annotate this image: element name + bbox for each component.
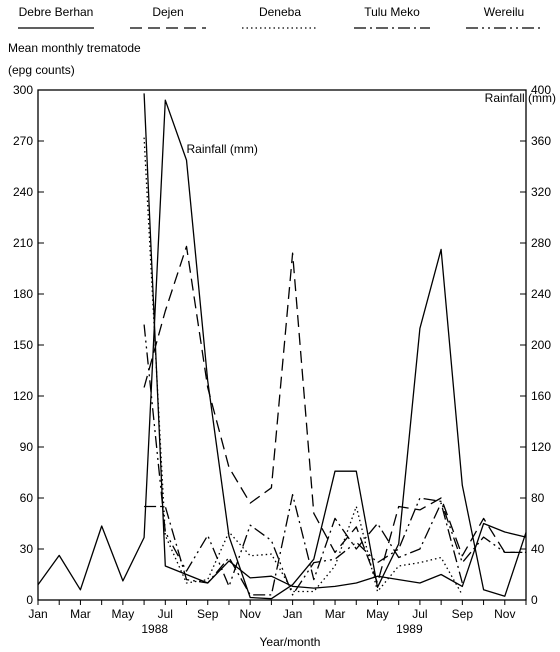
x-tick-label: May: [366, 607, 389, 621]
y-left-tick-label: 240: [13, 185, 33, 199]
x-tick-label: Mar: [325, 607, 346, 621]
legend: Debre Berhan Dejen Deneba Tulu Meko Wereilu: [18, 5, 542, 29]
y-right-tick-label: 240: [531, 287, 551, 301]
y-left-tick-label: 180: [13, 287, 33, 301]
y-right-tick-label: 0: [531, 593, 538, 607]
y-right-tick-label: 80: [531, 491, 545, 505]
year-label: 1989: [396, 622, 423, 636]
y-right-tick-label: 160: [531, 389, 551, 403]
y-right-tick-label: 40: [531, 542, 545, 556]
x-tick-label: Jan: [28, 607, 47, 621]
series-line-deneba: [143, 137, 463, 596]
x-tick-label: Jul: [412, 607, 427, 621]
x-tick-label: Jul: [158, 607, 173, 621]
y-left-tick-label: 90: [20, 440, 34, 454]
legend-label: Tulu Meko: [364, 5, 420, 19]
y-left-tick-label: 210: [13, 236, 33, 250]
y-right-tick-label: 360: [531, 134, 551, 148]
x-tick-label: Sep: [197, 607, 219, 621]
y-axis-left-title-line1: Mean monthly trematode: [8, 41, 141, 55]
y-right-tick-label: 280: [531, 236, 551, 250]
y-left-tick-label: 30: [20, 542, 34, 556]
y-axis-left-title-line2: (epg counts): [8, 63, 75, 77]
x-tick-label: May: [112, 607, 135, 621]
y-axis-right-title: Rainfall (mm): [485, 91, 556, 105]
series-line-tulu-meko: [144, 493, 463, 596]
axes: 0 30 60 90 120 150 180 210 240 270 300 0 40 80 120 160 2…: [13, 83, 551, 636]
legend-label: Dejen: [152, 5, 183, 19]
y-left-tick-label: 0: [26, 593, 33, 607]
legend-label: Deneba: [259, 5, 301, 19]
y-right-tick-label: 120: [531, 440, 551, 454]
y-right-tick-label: 200: [531, 338, 551, 352]
x-axis-title: Year/month: [260, 635, 321, 649]
series-line-wereilu: [143, 324, 526, 596]
legend-label: Debre Berhan: [19, 5, 94, 19]
y-left-tick-label: 300: [13, 83, 33, 97]
y-left-tick-label: 60: [20, 491, 34, 505]
rainfall-annotation: Rainfall (mm): [187, 142, 258, 156]
series-line-rainfall-mm: [37, 99, 527, 600]
y-left-tick-label: 120: [13, 389, 33, 403]
series-line-dejen: [143, 245, 526, 584]
series-lines: [37, 93, 527, 600]
x-tick-label: Sep: [452, 607, 474, 621]
year-label: 1988: [141, 622, 168, 636]
y-left-tick-label: 270: [13, 134, 33, 148]
plot-frame: [37, 89, 527, 601]
x-tick-label: Mar: [70, 607, 91, 621]
y-right-tick-label: 320: [531, 185, 551, 199]
y-right-tick-label: 400: [531, 83, 551, 97]
x-tick-label: Jan: [283, 607, 302, 621]
x-tick-label: Nov: [240, 607, 261, 621]
x-tick-label: Nov: [494, 607, 515, 621]
y-left-tick-label: 150: [13, 338, 33, 352]
legend-label: Wereilu: [484, 5, 524, 19]
